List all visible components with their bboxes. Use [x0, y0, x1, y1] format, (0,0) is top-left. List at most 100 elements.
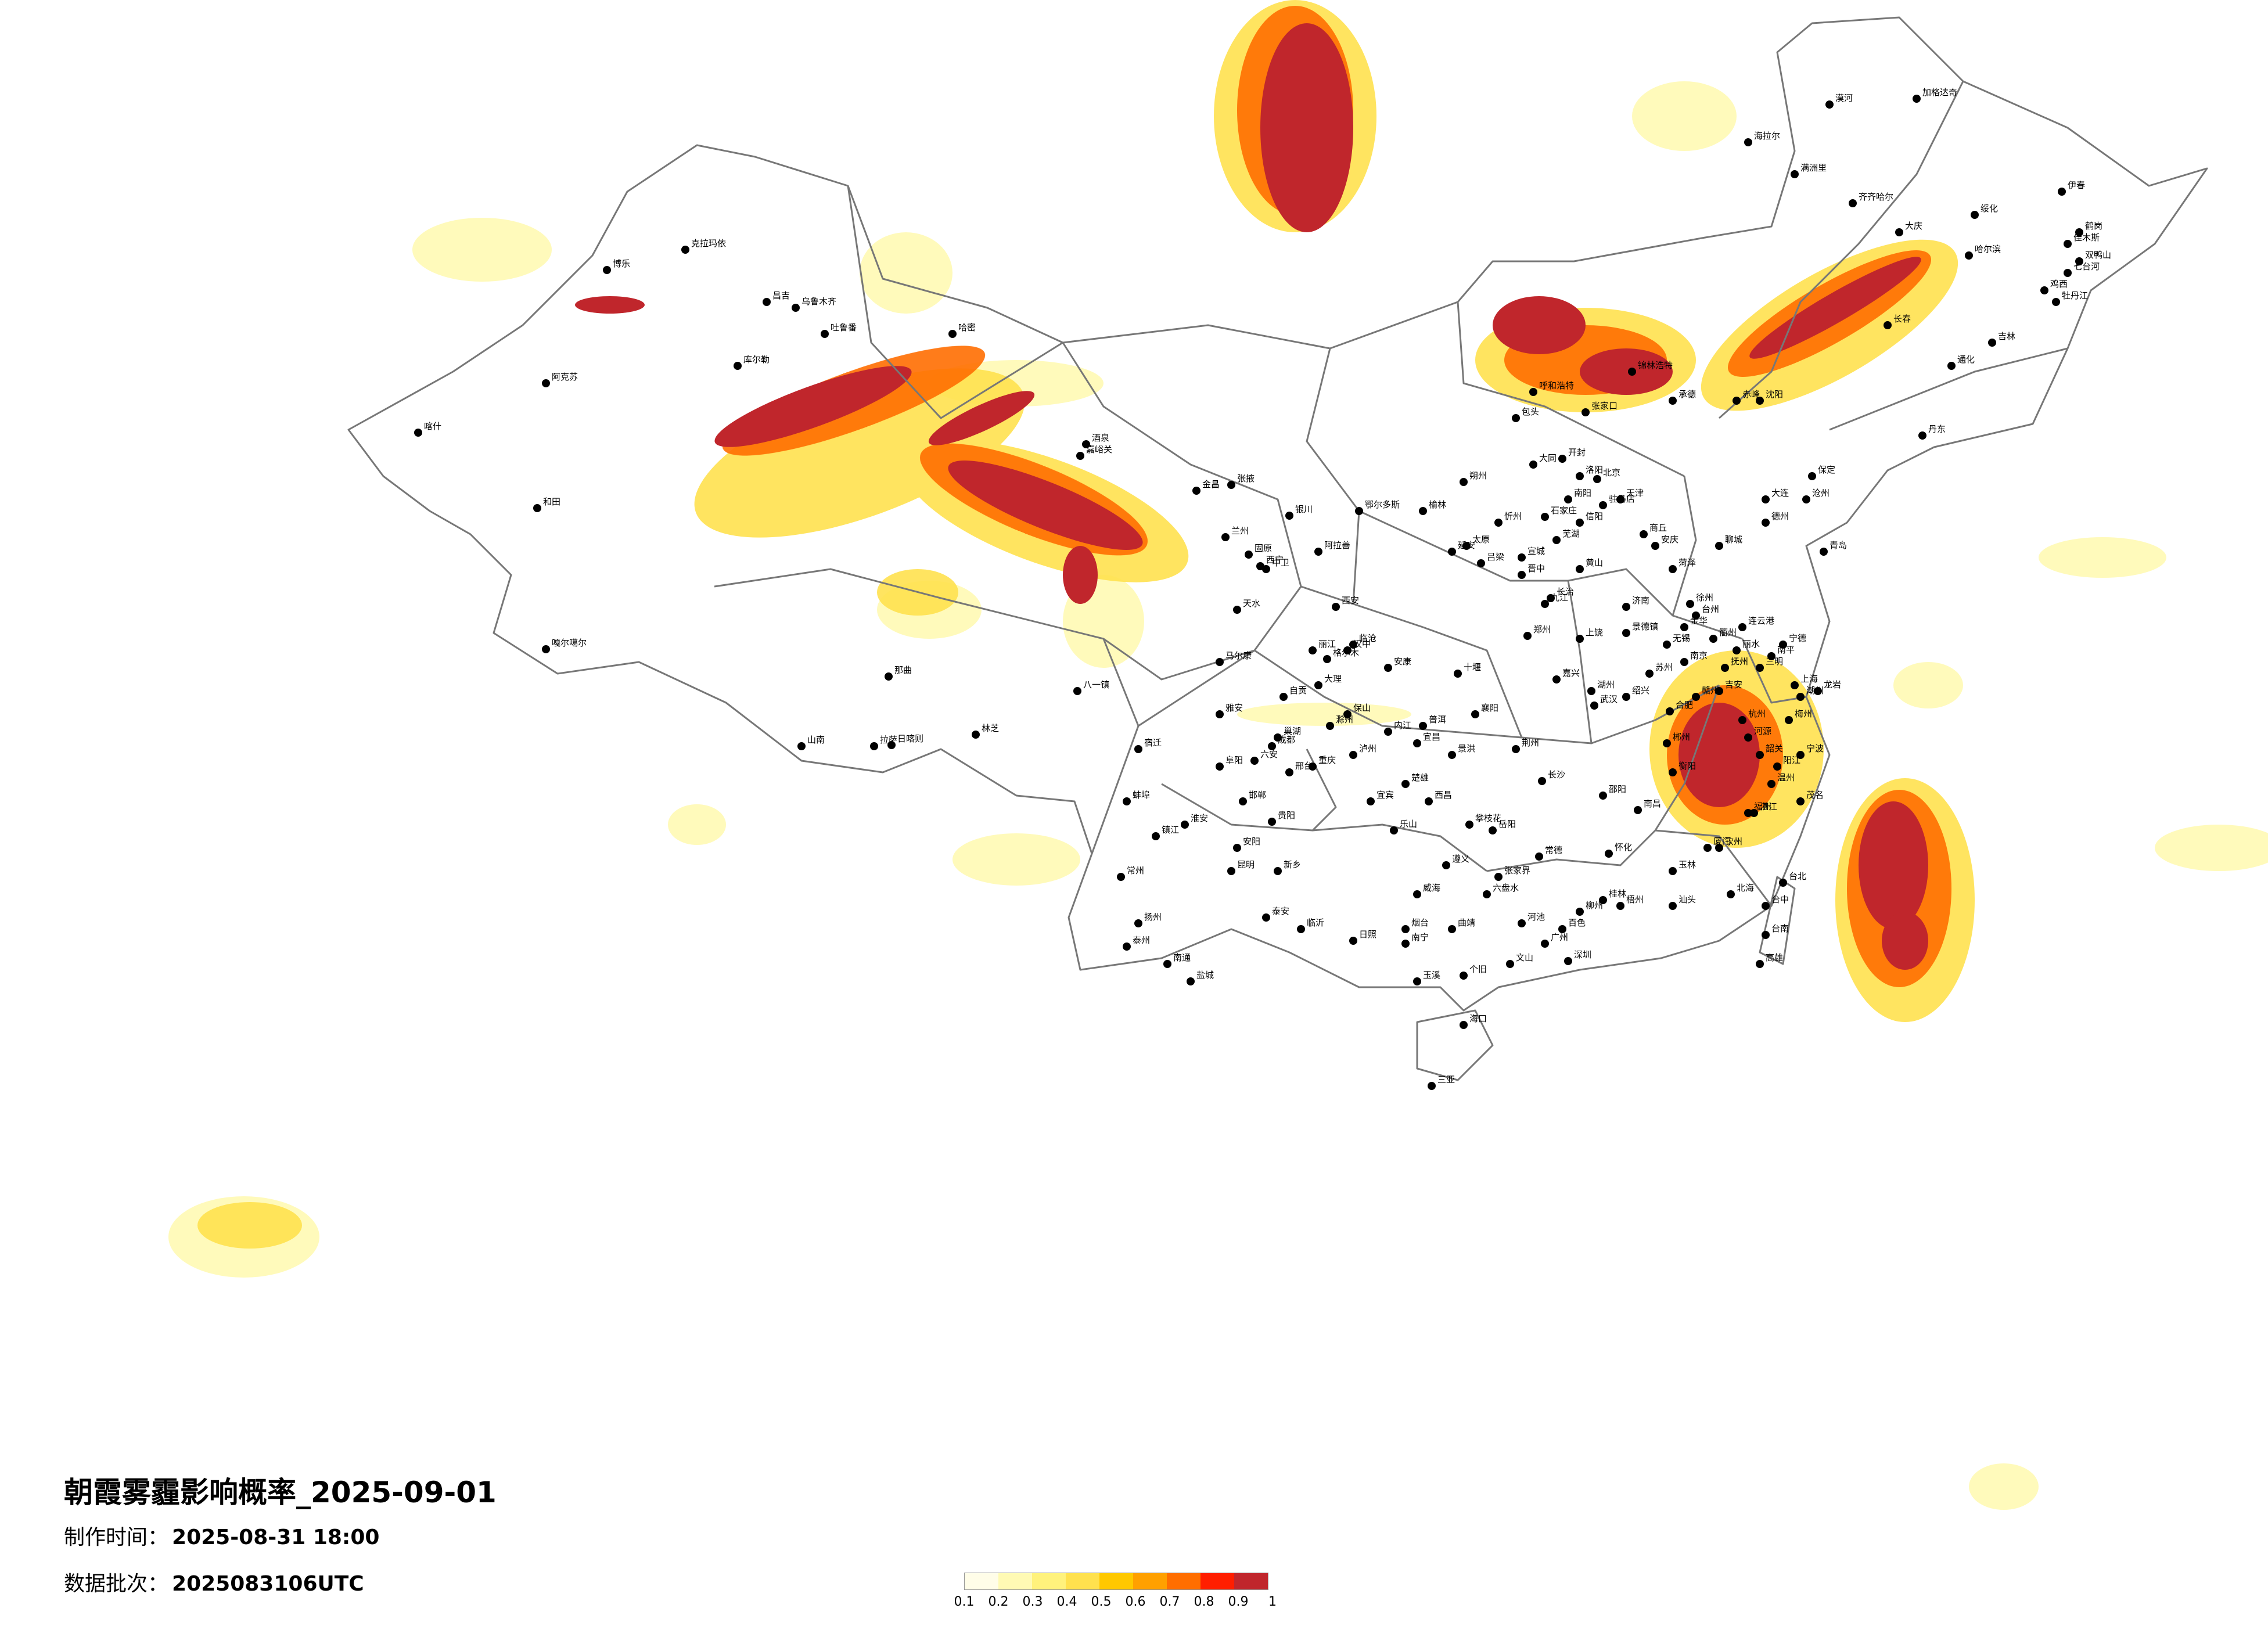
city-dot — [1239, 797, 1247, 805]
city-dot — [1744, 809, 1752, 817]
city-label: 阳江 — [1783, 755, 1800, 765]
city-label: 海拉尔 — [1754, 131, 1780, 141]
city-dot — [1268, 742, 1276, 750]
city-label: 吉安 — [1725, 679, 1742, 690]
city-dot — [1814, 687, 1822, 695]
city-label: 景洪 — [1458, 743, 1475, 754]
city-label: 九江 — [1551, 592, 1568, 603]
city-label: 安阳 — [1243, 836, 1260, 847]
color-legend: 0.1 0.2 0.3 0.4 0.5 0.6 0.7 0.8 0.9 1 — [954, 1573, 1277, 1613]
city-dot — [821, 330, 829, 338]
city-dot — [2064, 269, 2072, 277]
city-dot — [542, 645, 550, 653]
city-dot — [1762, 495, 1770, 503]
city-label: 宜宾 — [1376, 790, 1394, 800]
city-dot — [887, 741, 896, 749]
city-dot — [1680, 658, 1688, 666]
city-label: 六安 — [1260, 749, 1278, 760]
city-label: 哈尔滨 — [1975, 244, 2001, 254]
city-dot — [2058, 188, 2066, 196]
legend-swatch — [1201, 1573, 1234, 1589]
city-dot — [885, 672, 893, 681]
city-label: 南通 — [1173, 952, 1191, 963]
city-dot — [1576, 565, 1584, 573]
city-label: 湛江 — [1760, 801, 1777, 812]
city-dot — [1576, 635, 1584, 643]
city-label: 遵义 — [1452, 854, 1469, 864]
city-dot — [1715, 542, 1723, 550]
city-label: 沈阳 — [1766, 389, 1783, 400]
city-label: 赣州 — [1702, 685, 1719, 696]
city-label: 开封 — [1568, 447, 1586, 458]
legend-swatch — [1167, 1573, 1201, 1589]
city-dot — [1227, 481, 1235, 489]
data-batch: 数据批次： 2025083106UTC — [64, 1567, 364, 1597]
city-dot — [1192, 487, 1201, 495]
city-dot — [1622, 629, 1630, 637]
city-label: 苏州 — [1655, 662, 1673, 672]
city-label: 固原 — [1255, 543, 1272, 553]
city-label: 宜昌 — [1423, 732, 1440, 742]
city-label: 西昌 — [1435, 790, 1452, 800]
city-dot — [1918, 431, 1926, 440]
city-dot — [1744, 733, 1752, 742]
city-dot — [1233, 606, 1241, 614]
city-label: 温州 — [1777, 772, 1795, 783]
city-label: 桂林 — [1609, 888, 1626, 899]
city-label: 镇江 — [1162, 825, 1179, 835]
city-dot — [1628, 368, 1636, 376]
city-label: 加格达奇 — [1922, 87, 1957, 98]
city-label: 邯郸 — [1249, 790, 1266, 800]
legend-swatches — [964, 1573, 1268, 1590]
city-dot — [1187, 977, 1195, 985]
city-label: 临沧 — [1359, 633, 1376, 643]
city-label: 安庆 — [1661, 534, 1678, 545]
city-dot — [1692, 693, 1700, 701]
city-dot — [792, 304, 800, 312]
city-dot — [1518, 553, 1526, 562]
city-label: 长沙 — [1548, 769, 1565, 780]
city-label: 成都 — [1278, 735, 1295, 745]
city-dot — [1494, 873, 1503, 881]
city-dot — [1558, 925, 1566, 933]
city-label: 喀什 — [424, 421, 441, 431]
city-dot — [1123, 797, 1131, 805]
city-dot — [1616, 902, 1624, 910]
city-dot — [1895, 228, 1903, 236]
city-label: 吐鲁番 — [831, 322, 857, 333]
city-dot — [1686, 600, 1694, 608]
city-dot — [1884, 321, 1892, 329]
city-label: 嘉峪关 — [1086, 444, 1112, 455]
city-dot — [972, 731, 980, 739]
city-label: 博乐 — [613, 258, 630, 269]
city-dot — [1250, 757, 1259, 765]
city-dot — [1448, 751, 1456, 759]
city-label: 柳州 — [1586, 900, 1603, 911]
city-dot — [1425, 797, 1433, 805]
city-label: 徐州 — [1696, 592, 1713, 603]
city-label: 六盘水 — [1493, 883, 1519, 893]
city-dot — [1692, 611, 1700, 620]
city-label: 佳木斯 — [2073, 232, 2100, 243]
city-label: 贵阳 — [1278, 810, 1295, 821]
legend-swatch — [1032, 1573, 1066, 1589]
city-label: 台州 — [1702, 604, 1719, 614]
city-dot — [1279, 693, 1288, 701]
city-dot — [1349, 641, 1357, 649]
city-dot — [1669, 867, 1677, 875]
city-label: 中卫 — [1272, 557, 1289, 568]
city-dot — [1401, 925, 1410, 933]
legend-tick-label: 1 — [1268, 1595, 1277, 1609]
city-label: 西宁 — [1266, 555, 1284, 565]
city-label: 乌鲁木齐 — [801, 296, 836, 307]
city-label: 福州 — [1754, 801, 1771, 812]
legend-swatch — [998, 1573, 1032, 1589]
city-label: 邢台 — [1295, 761, 1313, 771]
legend-tick-label: 0.3 — [1022, 1595, 1043, 1609]
city-dot — [2040, 286, 2048, 294]
city-dot — [1750, 809, 1758, 817]
city-label: 抚州 — [1731, 656, 1748, 667]
city-dot — [1512, 414, 1520, 422]
city-dot — [1274, 867, 1282, 875]
city-dot — [1663, 739, 1671, 747]
